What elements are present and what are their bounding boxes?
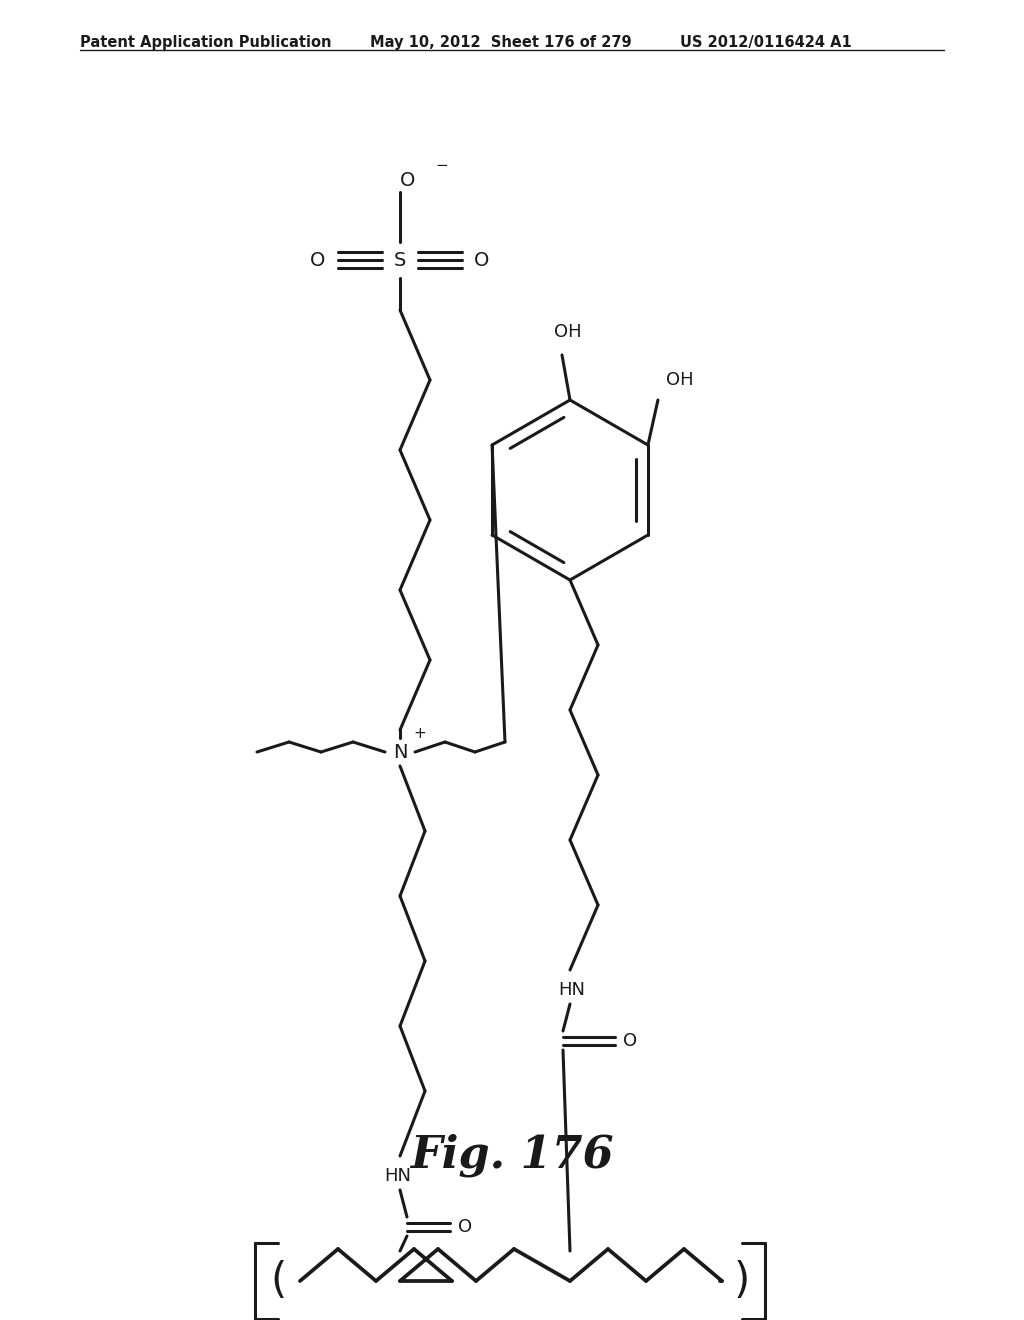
Text: OH: OH [554,323,582,341]
Text: ): ) [734,1261,751,1302]
Text: OH: OH [667,371,693,389]
Text: O: O [458,1218,472,1236]
Text: (: ( [270,1261,286,1302]
Text: HN: HN [384,1167,412,1185]
Text: +: + [414,726,426,742]
Text: Fig. 176: Fig. 176 [411,1134,613,1176]
Text: Patent Application Publication: Patent Application Publication [80,36,332,50]
Text: −: − [435,157,449,173]
Text: O: O [623,1032,637,1049]
Text: HN: HN [558,981,586,999]
Text: O: O [474,251,489,269]
Text: May 10, 2012  Sheet 176 of 279: May 10, 2012 Sheet 176 of 279 [370,36,632,50]
Text: US 2012/0116424 A1: US 2012/0116424 A1 [680,36,852,50]
Text: O: O [310,251,326,269]
Text: N: N [393,742,408,762]
Text: S: S [394,251,407,269]
Text: O: O [400,170,416,190]
